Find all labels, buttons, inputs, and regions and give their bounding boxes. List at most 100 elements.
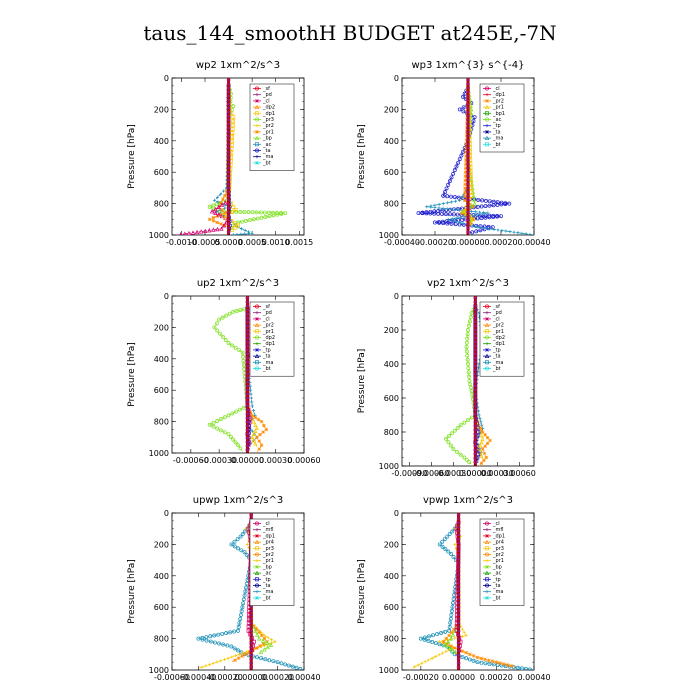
data-point	[226, 198, 231, 202]
data-point	[252, 628, 258, 633]
data-point	[480, 436, 485, 441]
legend: _cl_mfl_dp1_pr4_pr3_pr2_pr1_bp_ac_tp_ta_…	[249, 518, 295, 606]
data-point	[499, 214, 503, 219]
data-point	[238, 308, 243, 313]
data-point	[466, 78, 470, 82]
legend-label: _dp1	[492, 92, 505, 98]
x-tick-label: 0.00020	[484, 238, 517, 247]
data-point	[226, 656, 230, 660]
panel-5: upwp 1xm^2/s^3 Pressure [hPa] 0 200 400 600 80…	[127, 495, 321, 682]
data-point	[451, 597, 456, 601]
data-point	[240, 531, 245, 536]
data-point	[245, 436, 250, 440]
data-point	[459, 206, 464, 211]
x-tick-label: 0.00040	[517, 238, 550, 247]
data-point	[230, 411, 235, 416]
data-point	[473, 348, 478, 352]
data-point	[220, 208, 224, 212]
data-point	[260, 638, 266, 643]
legend-label: _ma	[492, 360, 503, 366]
data-point	[437, 220, 442, 225]
data-point	[432, 209, 437, 214]
data-point	[485, 335, 489, 340]
data-point	[243, 232, 247, 235]
data-point	[255, 86, 259, 91]
legend-label: _mfl	[262, 527, 274, 533]
data-point	[251, 409, 256, 413]
data-point	[487, 661, 492, 666]
data-point	[279, 211, 284, 216]
legend-label: _ta	[492, 129, 501, 135]
data-point	[275, 660, 280, 665]
x-tick-label: 0.0005	[238, 238, 266, 247]
data-point	[456, 581, 461, 585]
data-point	[466, 194, 470, 198]
data-point	[245, 577, 250, 582]
y-tick-label: 0	[394, 509, 399, 518]
panel-title: upwp 1xm^2/s^3	[193, 495, 283, 506]
panel-1: wp2 1xm^2/s^3 Pressure [hPa] 0 200 400 600 800…	[127, 60, 313, 247]
data-point	[443, 547, 448, 552]
data-point	[483, 204, 488, 209]
data-point	[237, 348, 242, 353]
y-tick-label: 1000	[379, 666, 399, 675]
zero-profile-markers	[456, 513, 461, 669]
data-point	[255, 130, 259, 134]
data-point	[418, 636, 423, 641]
legend-label: _pr1	[492, 329, 504, 335]
data-point	[226, 194, 231, 198]
data-point	[466, 198, 470, 202]
data-point	[450, 529, 455, 534]
legend-label: _pr1	[262, 329, 274, 335]
data-point	[255, 534, 259, 538]
data-point	[472, 224, 476, 228]
data-point	[279, 661, 284, 666]
figure-title: taus_144_smoothH BUDGET at245E,-7N	[143, 21, 556, 45]
data-point	[426, 634, 431, 639]
data-point	[232, 629, 236, 634]
data-point	[219, 226, 224, 231]
data-point	[242, 593, 247, 598]
data-point	[484, 353, 490, 359]
data-point	[469, 209, 474, 213]
data-point	[475, 655, 480, 660]
data-point	[249, 661, 254, 665]
y-tick-label: 600	[384, 603, 399, 612]
data-point	[466, 86, 470, 90]
data-point	[443, 629, 448, 634]
data-point	[466, 154, 470, 158]
data-point	[249, 396, 253, 400]
data-point	[267, 214, 272, 219]
data-point	[473, 340, 478, 344]
data-point	[466, 178, 470, 182]
data-point	[473, 356, 478, 360]
legend-label: _bt	[492, 142, 501, 148]
data-point	[478, 443, 483, 448]
x-tick-label: -0.00060	[173, 456, 209, 465]
data-point	[473, 308, 478, 312]
data-point	[249, 434, 255, 440]
data-point	[495, 200, 500, 205]
x-tick-label: 0.00000	[235, 673, 268, 682]
data-point	[456, 597, 461, 601]
data-point	[456, 545, 461, 549]
data-point	[456, 629, 461, 633]
y-tick-label: 800	[384, 200, 399, 209]
x-tick-label: -0.00060	[413, 469, 449, 478]
data-point	[232, 225, 237, 230]
data-point	[485, 534, 489, 538]
data-point	[236, 546, 240, 551]
data-point	[466, 230, 470, 234]
data-point	[490, 659, 495, 664]
data-point	[226, 102, 231, 106]
panel-title: vpwp 1xm^2/s^3	[423, 495, 513, 506]
data-point	[471, 217, 475, 222]
data-point	[458, 452, 463, 457]
data-point	[226, 182, 231, 186]
data-point	[243, 228, 247, 232]
data-point	[232, 539, 237, 544]
data-point	[251, 217, 256, 222]
data-point	[262, 423, 266, 428]
data-point	[222, 211, 227, 215]
data-point	[456, 609, 461, 613]
